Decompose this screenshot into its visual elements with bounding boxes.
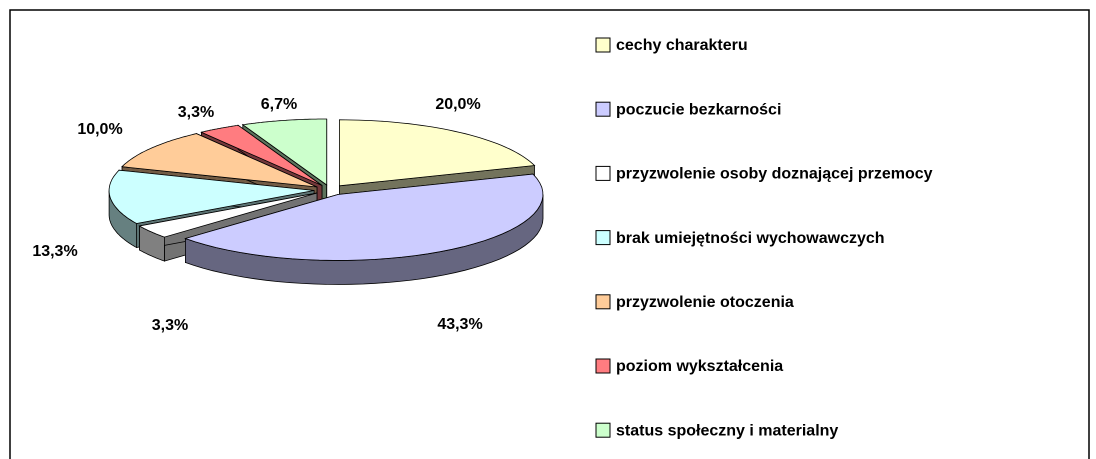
slice <box>138 192 318 238</box>
data-label: 3,3% <box>178 104 214 121</box>
legend-swatch <box>595 165 611 181</box>
data-label: 3,3% <box>152 317 188 334</box>
legend-swatch <box>595 294 611 310</box>
data-labels: 20,0% 43,3% 3,3% 13,3% 10,0% 3,3% 6,7% <box>32 96 482 334</box>
pie <box>108 118 544 285</box>
legend-swatch <box>595 37 611 53</box>
legend-label: przyzwolenie otoczenia <box>616 294 794 311</box>
slice <box>121 133 318 188</box>
legend-swatch <box>595 230 611 246</box>
slice <box>184 173 544 261</box>
slice <box>108 169 315 224</box>
legend-label: cechy charakteru <box>616 37 748 54</box>
legend-swatch <box>595 422 611 438</box>
legend: cechy charakteru poczucie bezkarności przy… <box>595 37 933 439</box>
data-label: 6,7% <box>261 96 297 113</box>
data-label: 43,3% <box>437 316 482 333</box>
data-label: 13,3% <box>32 243 77 260</box>
legend-label: status społeczny i materialny <box>616 422 838 439</box>
legend-label: brak umiejętności wychowawczych <box>616 230 885 247</box>
slice <box>241 118 328 186</box>
data-label: 10,0% <box>77 121 122 138</box>
legend-label: poziom wykształcenia <box>616 358 783 375</box>
legend-swatch <box>595 101 611 117</box>
data-label: 20,0% <box>435 96 480 113</box>
slice <box>338 119 536 187</box>
slice <box>200 124 323 186</box>
legend-swatch <box>595 358 611 374</box>
legend-label: poczucie bezkarności <box>616 101 781 118</box>
legend-label: przyzwolenie osoby doznającej przemocy <box>616 166 933 183</box>
